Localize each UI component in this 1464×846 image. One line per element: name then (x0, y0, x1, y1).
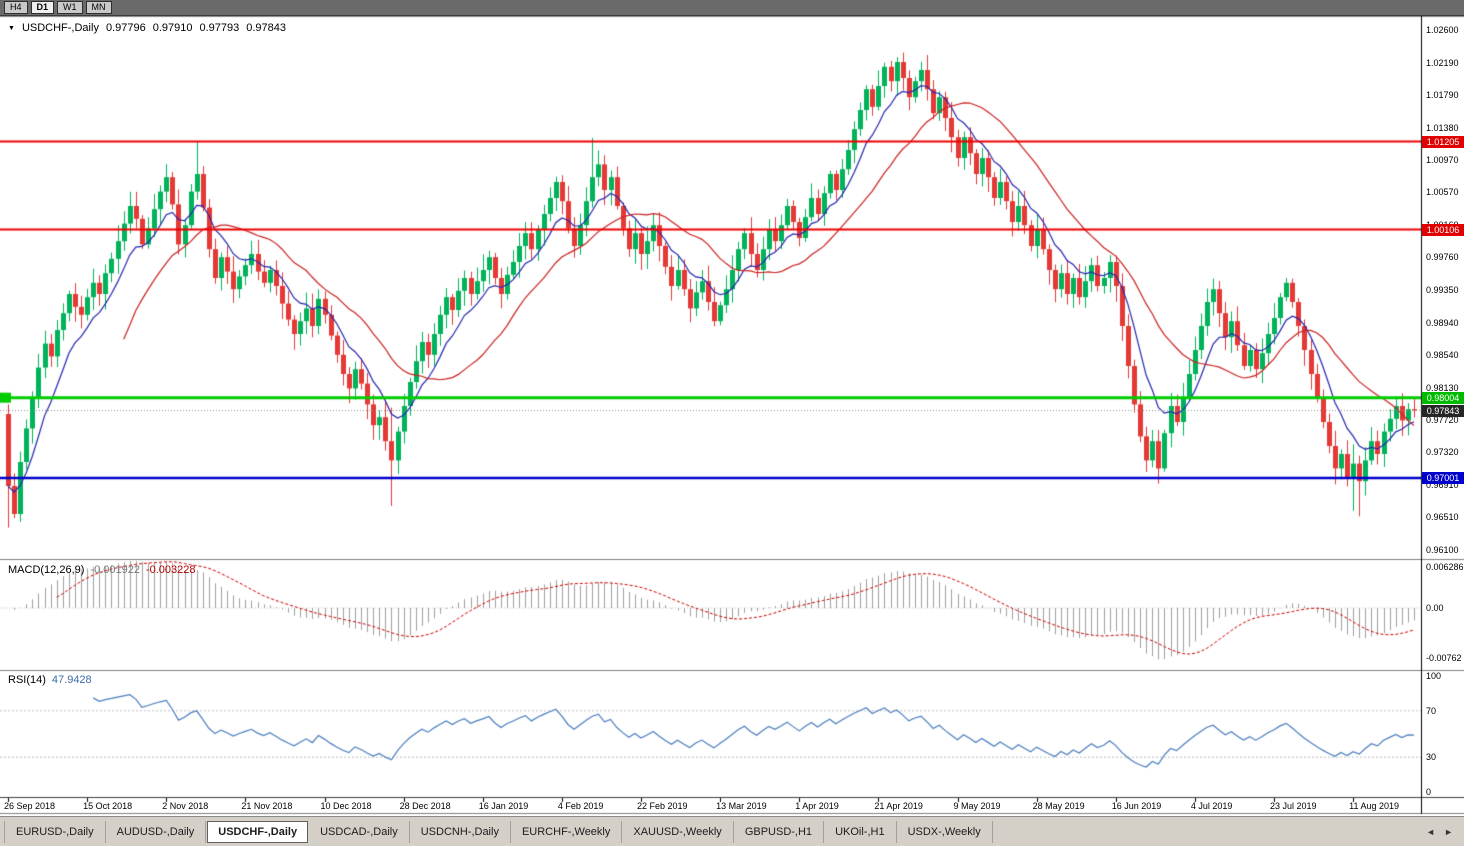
rsi-axis-label: 100 (1426, 671, 1442, 681)
date-axis-label: 28 Dec 2018 (399, 801, 451, 811)
date-axis-label: 16 Jan 2019 (478, 801, 529, 811)
price-tag-1.00106: 1.00106 (1422, 223, 1464, 236)
chart-ohlc-readout: ▼ USDCHF-,Daily 0.97796 0.97910 0.97793 … (8, 22, 286, 34)
timeframe-d1-button[interactable]: D1 (30, 1, 55, 14)
timeframe-h4-button[interactable]: H4 (4, 1, 28, 14)
tabs-scroll-left-button[interactable]: ◄ (1426, 826, 1436, 837)
price-tag-0.98004: 0.98004 (1422, 391, 1464, 404)
date-axis-label: 4 Jul 2019 (1190, 801, 1233, 811)
price-axis-label: 1.00570 (1426, 187, 1459, 198)
macd-indicator-label: MACD(12,26,9) -0.001922 -0.003228 (8, 564, 196, 576)
price-axis-label: 0.98540 (1426, 349, 1459, 360)
tab-ukoil-h1[interactable]: UKOil-,H1 (824, 820, 897, 843)
price-axis-label: 0.98130 (1426, 382, 1459, 393)
date-axis-label: 13 Mar 2019 (716, 801, 767, 811)
date-axis-label: 21 Nov 2018 (241, 801, 293, 811)
date-axis-label: 28 May 2019 (1032, 801, 1085, 811)
symbol-tabs: EURUSD-,Daily AUDUSD-,Daily USDCHF-,Daily U… (4, 817, 993, 846)
price-axis-label: 0.97320 (1426, 447, 1459, 458)
price-axis-label: 1.01380 (1426, 122, 1459, 133)
price-axis-label: 0.98940 (1426, 317, 1459, 328)
tab-audusd-daily[interactable]: AUDUSD-,Daily (106, 820, 207, 843)
tab-usdx-weekly[interactable]: USDX-,Weekly (897, 820, 993, 843)
chart-symbol-label: USDCHF-,Daily (21, 22, 99, 34)
rsi-axis-label: 70 (1426, 705, 1437, 716)
price-chart-canvas[interactable] (0, 16, 1464, 816)
date-axis-label: 16 Jun 2019 (1111, 801, 1162, 811)
date-axis-label: 9 May 2019 (953, 801, 1001, 811)
price-axis-label: 0.99350 (1426, 285, 1459, 295)
rsi-name: RSI(14) (8, 674, 46, 686)
date-axis-label: 15 Oct 2018 (83, 801, 133, 811)
ohlc-low-value: 0.97793 (199, 22, 240, 34)
price-axis-label: 1.02190 (1426, 57, 1459, 68)
ohlc-high-value: 0.97910 (152, 22, 193, 34)
macd-main-value: -0.001922 (90, 564, 140, 576)
date-axis-label: 21 Apr 2019 (874, 801, 923, 811)
symbol-dropdown-icon[interactable]: ▼ (8, 24, 15, 32)
tab-eurchf-weekly[interactable]: EURCHF-,Weekly (511, 820, 623, 843)
date-axis-label: 11 Aug 2019 (1349, 801, 1400, 811)
date-axis-label: 22 Feb 2019 (637, 801, 688, 811)
price-tag-1.01205: 1.01205 (1422, 135, 1464, 148)
macd-signal-value: -0.003228 (145, 564, 196, 576)
price-axis-label: 1.02600 (1426, 25, 1459, 35)
macd-axis-label: 0.00 (1426, 603, 1444, 613)
macd-axis-label: 0.006286 (1426, 562, 1464, 573)
timeframe-w1-button[interactable]: W1 (57, 1, 83, 14)
price-tag-0.97001: 0.97001 (1422, 471, 1464, 484)
price-axis-label: 0.96910 (1426, 480, 1459, 491)
date-axis-label: 10 Dec 2018 (320, 801, 372, 811)
date-axis-label: 1 Apr 2019 (795, 801, 839, 811)
rsi-indicator-label: RSI(14) 47.9428 (8, 674, 92, 686)
tab-usdcnh-daily[interactable]: USDCNH-,Daily (410, 820, 511, 843)
rsi-axis-label: 0 (1426, 787, 1432, 797)
tab-gbpusd-h1[interactable]: GBPUSD-,H1 (734, 820, 825, 843)
tabs-scroll-right-button[interactable]: ► (1444, 826, 1453, 837)
price-axis-label: 1.00970 (1426, 155, 1459, 166)
price-axis-label: 0.96510 (1426, 512, 1459, 523)
timeframe-toolbar: H4 D1 W1 MN (0, 0, 1464, 16)
tab-usdcad-daily[interactable]: USDCAD-,Daily (309, 820, 410, 843)
price-axis-label: 0.96100 (1426, 545, 1459, 555)
rsi-axis-label: 30 (1426, 752, 1437, 763)
price-tag-0.97843: 0.97843 (1422, 404, 1464, 417)
price-axis-label: 0.97720 (1426, 415, 1459, 426)
chart-window: ▼ USDCHF-,Daily 0.97796 0.97910 0.97793 … (0, 16, 1464, 816)
date-axis-label: 2 Nov 2018 (162, 801, 209, 811)
symbol-tabbar: EURUSD-,Daily AUDUSD-,Daily USDCHF-,Daily U… (0, 816, 1464, 846)
tab-scroll-controls: ◄ ► (1423, 826, 1464, 838)
date-axis-label: 23 Jul 2019 (1270, 801, 1317, 811)
rsi-value: 47.9428 (51, 674, 92, 686)
ohlc-close-value: 0.97843 (246, 22, 286, 34)
date-axis-label: 4 Feb 2019 (557, 801, 604, 811)
tab-usdchf-daily[interactable]: USDCHF-,Daily (207, 820, 309, 843)
price-axis-label: 0.99760 (1426, 252, 1459, 263)
macd-name: MACD(12,26,9) (8, 564, 85, 576)
tab-eurusd-daily[interactable]: EURUSD-,Daily (4, 820, 106, 843)
macd-axis-label: -0.00762 (1426, 652, 1462, 663)
timeframe-mn-button[interactable]: MN (85, 1, 112, 14)
date-axis-label: 26 Sep 2018 (4, 801, 56, 811)
tab-xauusd-weekly[interactable]: XAUUSD-,Weekly (622, 820, 734, 843)
price-axis-label: 1.01790 (1426, 89, 1459, 100)
ohlc-open-value: 0.97796 (105, 22, 146, 34)
